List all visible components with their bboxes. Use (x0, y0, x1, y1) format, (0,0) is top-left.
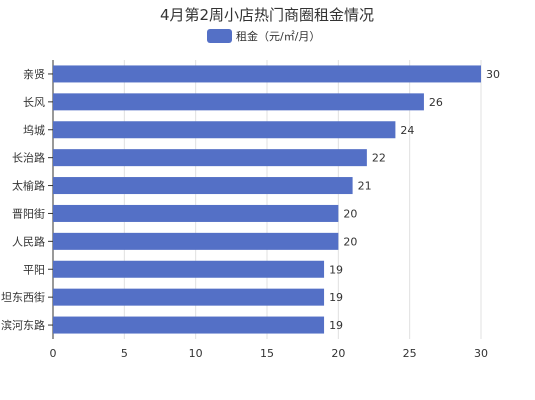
data-label: 19 (329, 319, 343, 332)
data-label: 20 (343, 235, 357, 248)
bars (53, 65, 481, 334)
category-label: 人民路 (12, 235, 45, 248)
category-label: 长风 (23, 96, 45, 109)
data-label: 20 (343, 207, 357, 220)
legend[interactable]: 租金（元/㎡/月） (207, 29, 320, 43)
legend-swatch[interactable] (207, 29, 232, 43)
x-tick-label: 5 (121, 347, 128, 360)
category-label: 太榆路 (12, 179, 45, 193)
chart-title: 4月第2周小店热门商圈租金情况 (160, 6, 374, 24)
data-label: 22 (372, 152, 386, 165)
category-label: 长治路 (12, 151, 45, 165)
category-label: 滨河东路 (1, 318, 45, 332)
data-label: 24 (400, 124, 414, 137)
bar[interactable] (53, 65, 481, 83)
bar[interactable] (53, 232, 339, 250)
bar[interactable] (53, 316, 325, 334)
bar[interactable] (53, 204, 339, 222)
bar[interactable] (53, 121, 396, 139)
bar[interactable] (53, 177, 353, 195)
value-axis: 0 5 10 15 20 25 30 (50, 347, 489, 360)
data-label: 26 (429, 96, 443, 109)
bar[interactable] (53, 149, 367, 167)
bar[interactable] (53, 93, 424, 111)
bar[interactable] (53, 288, 325, 306)
data-label: 30 (486, 68, 500, 81)
data-label: 19 (329, 291, 343, 304)
data-label: 21 (358, 180, 372, 193)
x-tick-label: 0 (50, 347, 57, 360)
category-label: 亲贤 (23, 67, 45, 81)
x-tick-label: 30 (474, 347, 488, 360)
data-labels: 30 26 24 22 21 20 20 19 19 19 (329, 68, 500, 332)
category-label: 坦东西街 (1, 290, 45, 304)
category-label: 晋阳街 (12, 206, 45, 220)
x-tick-label: 10 (189, 347, 203, 360)
data-label: 19 (329, 263, 343, 276)
category-label: 平阳 (23, 263, 45, 276)
bar[interactable] (53, 260, 325, 278)
category-label: 坞城 (23, 123, 45, 137)
x-tick-label: 15 (260, 347, 274, 360)
x-tick-label: 20 (331, 347, 345, 360)
legend-label[interactable]: 租金（元/㎡/月） (236, 29, 320, 43)
x-tick-label: 25 (403, 347, 417, 360)
